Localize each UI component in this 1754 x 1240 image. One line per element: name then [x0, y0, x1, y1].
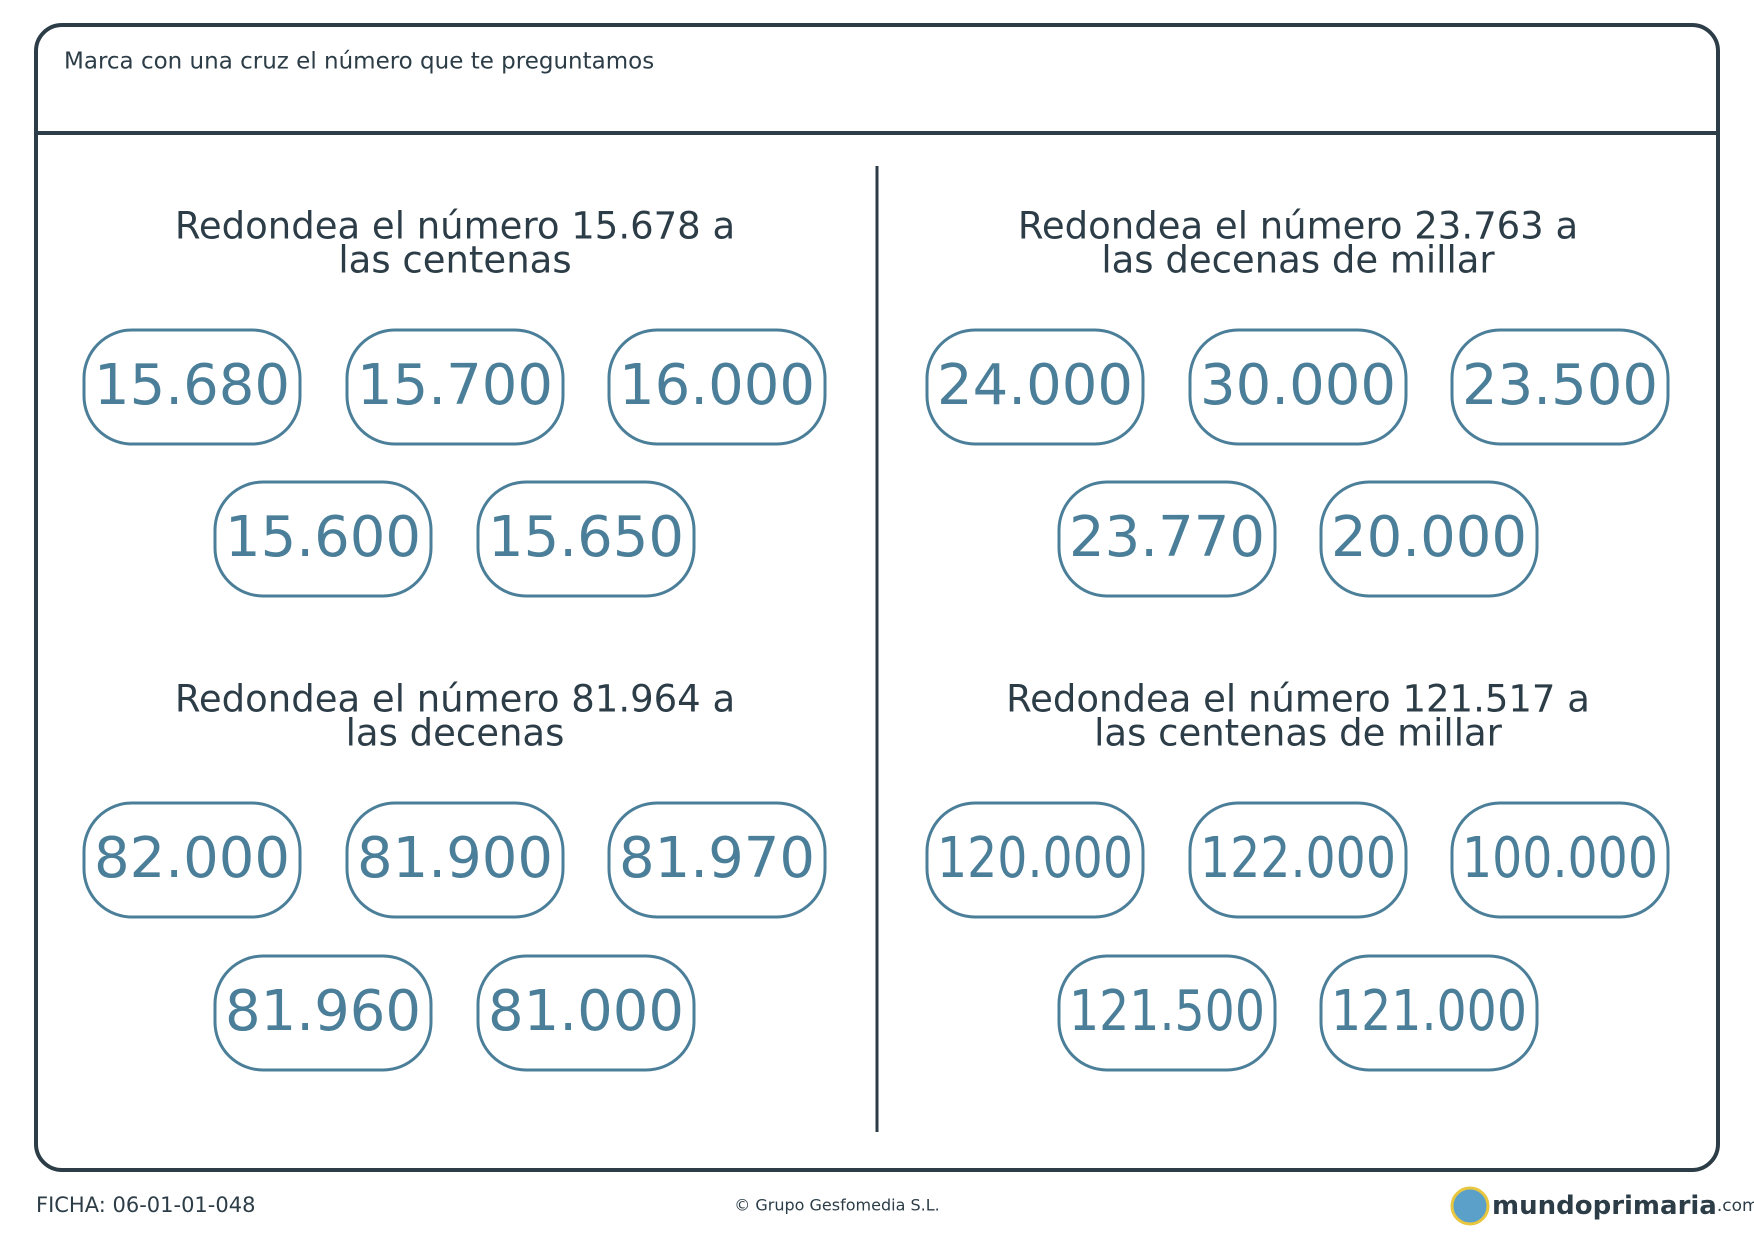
option-box[interactable] [1188, 328, 1408, 446]
option-box[interactable] [1188, 801, 1408, 919]
logo-icon [1450, 1186, 1490, 1226]
option-box[interactable] [607, 801, 827, 919]
option-box[interactable] [476, 954, 696, 1072]
option: 24.000 [937, 353, 1133, 418]
option: 121.500 [1069, 979, 1265, 1044]
question: las decenas de millar [1101, 239, 1495, 282]
question: las centenas [338, 239, 571, 282]
option-box[interactable] [82, 801, 302, 919]
option: 120.000 [937, 826, 1133, 891]
option-box[interactable] [476, 480, 696, 598]
frame [34, 23, 1720, 1172]
option: 81.970 [619, 826, 815, 891]
option-box[interactable] [1319, 480, 1539, 598]
option: 100.000 [1462, 826, 1658, 891]
logo: mundoprimaria.com [1492, 1191, 1754, 1221]
option-box[interactable] [1450, 801, 1670, 919]
option-box[interactable] [213, 480, 433, 598]
question: Redondea el número 15.678 a [175, 205, 735, 248]
option-box[interactable] [607, 328, 827, 446]
option: 20.000 [1331, 505, 1527, 570]
option-box[interactable] [925, 801, 1145, 919]
logo-name: mundoprimaria [1492, 1191, 1717, 1221]
logo-suffix: .com [1717, 1196, 1754, 1216]
option: 23.770 [1069, 505, 1265, 570]
instruction: Marca con una cruz el número que te preg… [64, 49, 654, 75]
option-box[interactable] [213, 954, 433, 1072]
question: Redondea el número 121.517 a [1006, 678, 1590, 721]
question: Redondea el número 81.964 a [175, 678, 735, 721]
option-box[interactable] [1450, 328, 1670, 446]
option: 82.000 [94, 826, 290, 891]
question: las decenas [346, 712, 565, 755]
option: 122.000 [1200, 826, 1396, 891]
question: las centenas de millar [1094, 712, 1503, 755]
option: 121.000 [1331, 979, 1527, 1044]
option-box[interactable] [345, 801, 565, 919]
option: 15.600 [225, 505, 421, 570]
copyright: © Grupo Gesfomedia S.L. [734, 1196, 939, 1215]
option: 81.960 [225, 979, 421, 1044]
option: 81.900 [357, 826, 553, 891]
option: 23.500 [1462, 353, 1658, 418]
option: 15.680 [94, 353, 290, 418]
option: 16.000 [619, 353, 815, 418]
option-box[interactable] [1057, 480, 1277, 598]
option-box[interactable] [925, 328, 1145, 446]
option-box[interactable] [345, 328, 565, 446]
option: 81.000 [488, 979, 684, 1044]
option-box[interactable] [82, 328, 302, 446]
option-box[interactable] [1319, 954, 1539, 1072]
option: 15.700 [357, 353, 553, 418]
question: Redondea el número 23.763 a [1018, 205, 1578, 248]
option: 30.000 [1200, 353, 1396, 418]
option: 15.650 [488, 505, 684, 570]
sheet-code: FICHA: 06-01-01-048 [36, 1193, 255, 1217]
option-box[interactable] [1057, 954, 1277, 1072]
